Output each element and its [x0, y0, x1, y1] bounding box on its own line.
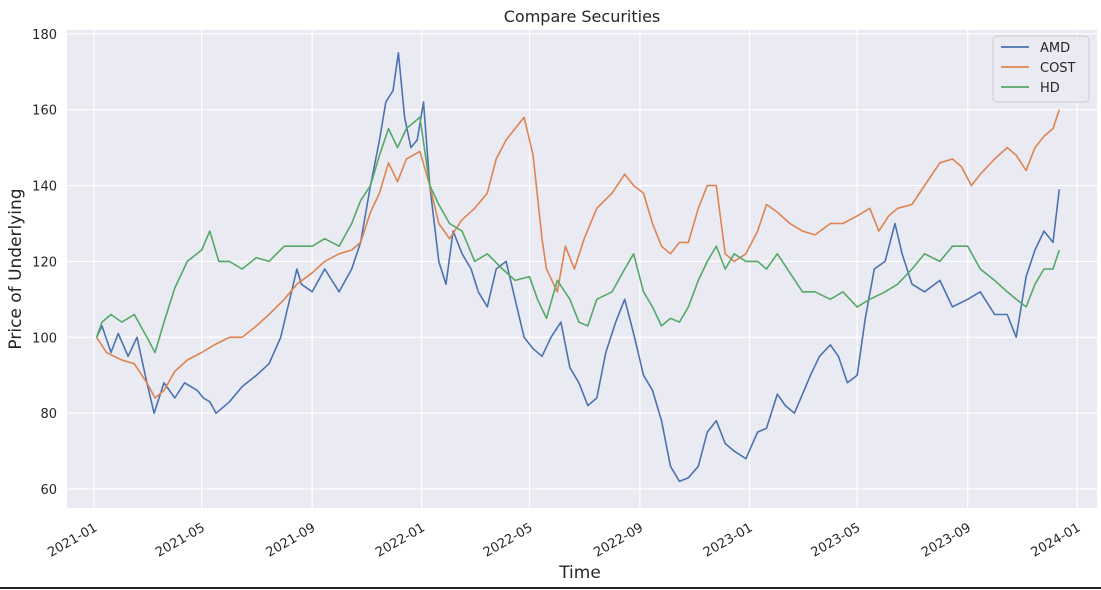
series-line-hd	[95, 116, 1061, 354]
series-line-cost	[95, 109, 1061, 399]
x-tick-label: 2021-09	[264, 520, 319, 560]
x-tick-label: 2023-09	[919, 520, 974, 560]
y-tick-labels: 60 80 100 120 140 160 180	[32, 28, 57, 498]
plot-area	[67, 30, 1097, 508]
y-tick-label: 100	[32, 331, 57, 346]
x-tick-label: 2021-01	[45, 520, 100, 560]
x-tick-label: 2022-01	[373, 520, 428, 560]
legend-label-cost: COST	[1040, 61, 1076, 76]
series-layer	[95, 52, 1061, 483]
legend-label-hd: HD	[1040, 81, 1060, 96]
y-tick-label: 140	[32, 180, 57, 195]
x-tick-label: 2021-05	[153, 520, 208, 560]
x-tick-label: 2023-05	[809, 520, 864, 560]
y-tick-label: 120	[32, 255, 57, 270]
y-tick-label: 80	[40, 407, 57, 422]
x-tick-label: 2023-01	[701, 520, 756, 560]
chart-title: Compare Securities	[504, 7, 661, 26]
x-axis-title: Time	[558, 563, 601, 583]
x-tick-label: 2024-01	[1029, 520, 1084, 560]
series-line-amd	[95, 52, 1061, 483]
x-tick-label: 2022-09	[591, 520, 646, 560]
y-tick-label: 60	[40, 483, 57, 498]
legend-box	[992, 35, 1090, 103]
legend-label-amd: AMD	[1040, 41, 1070, 56]
x-tick-labels: 2021-01 2021-05 2021-09 2022-01 2022-05 2022-…	[45, 520, 1083, 560]
y-tick-label: 180	[32, 28, 57, 43]
x-tick-label: 2022-05	[481, 520, 536, 560]
y-tick-label: 160	[32, 104, 57, 119]
legend: AMD COST HD	[992, 35, 1090, 103]
y-axis-title: Price of Underlying	[6, 188, 26, 349]
